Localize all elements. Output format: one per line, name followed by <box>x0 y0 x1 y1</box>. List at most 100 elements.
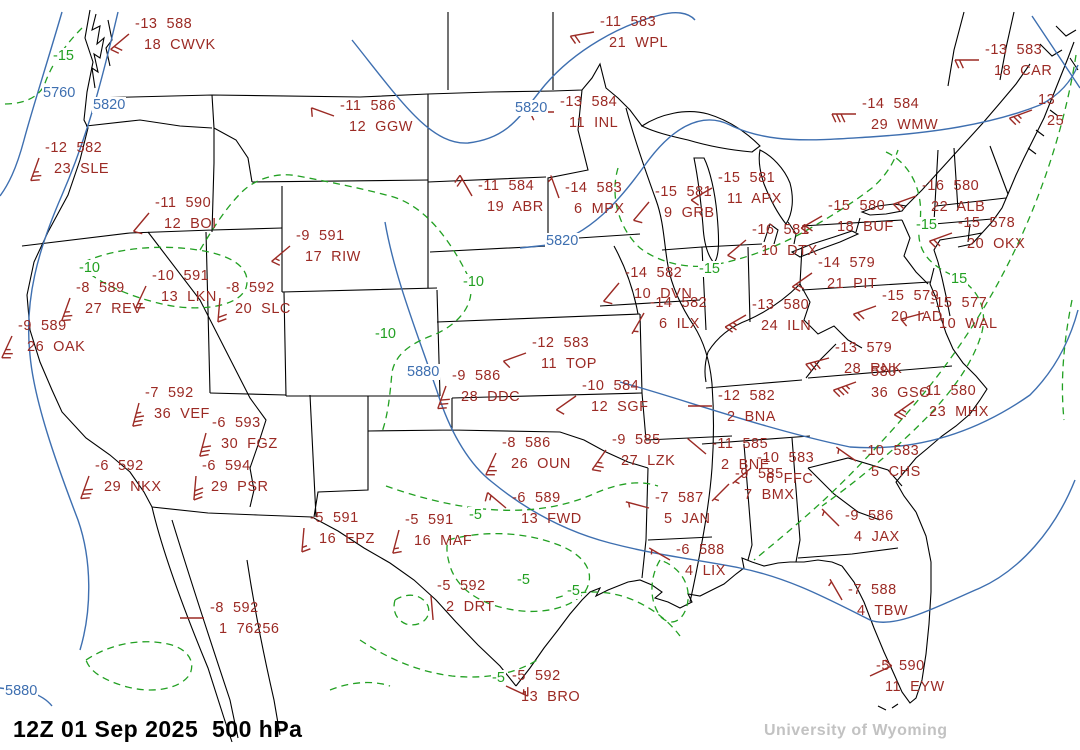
station-plot: 13 25 <box>1038 90 1073 132</box>
wind-barb-icon <box>1009 109 1033 119</box>
station-wind-id: 20 OKX <box>967 236 1026 252</box>
station-plot: -13 588 18 CWVK <box>135 14 216 56</box>
wind-barb-icon <box>1013 116 1021 124</box>
wind-barb-icon <box>555 395 577 411</box>
station-plot: -16 581 10 DTX <box>752 220 818 262</box>
station-plot: -7 592 36 VEF <box>145 383 210 425</box>
wind-barb-icon <box>83 488 93 491</box>
wind-barb-icon <box>821 510 825 517</box>
station-plot: -15 580 18 BUF <box>828 196 894 238</box>
station-plot: -10 591 13 LKN <box>152 266 217 308</box>
wind-barb-icon <box>32 174 42 178</box>
height-contours <box>0 11 1080 707</box>
wind-barb-icon <box>821 508 840 527</box>
wind-barb-icon <box>193 475 197 500</box>
wind-barb-icon <box>597 461 603 464</box>
wind-barb-icon <box>603 300 613 305</box>
height-contour-label: 5820 <box>545 233 580 249</box>
wind-barb-icon <box>633 201 650 221</box>
wind-barb-icon <box>897 411 907 418</box>
station-wind-id: 2 BNA <box>727 409 776 425</box>
station-wind-id: 10 DTX <box>761 243 818 259</box>
station-temp-height: -15 581 <box>655 184 713 200</box>
wind-barb-icon <box>958 59 964 69</box>
station-wind-id: 18 CAR <box>994 63 1053 79</box>
wind-barb-icon <box>933 239 941 247</box>
station-wind-id: 1 76256 <box>219 621 280 637</box>
station-plot: -5 591 16 EPZ <box>310 508 375 550</box>
wind-barb-icon <box>884 659 893 667</box>
wind-barb-icon <box>929 232 953 242</box>
station-wind-id: 28 DDC <box>461 389 521 405</box>
station-plot: -10 583 6 FFC <box>757 448 814 490</box>
station-plot: -14 579 21 PIT <box>818 253 877 295</box>
wind-barb-icon <box>631 312 645 335</box>
station-wind-id: 25 <box>1047 113 1074 129</box>
wind-barb-icon <box>271 260 281 266</box>
wind-barb-icon <box>900 318 908 327</box>
wind-barb-icon <box>837 448 840 455</box>
wind-barb-icon <box>732 321 738 326</box>
wind-barb-icon <box>869 665 893 677</box>
wind-barb-icon <box>555 409 565 415</box>
wind-barb-icon <box>569 35 577 44</box>
station-wind-id: 6 ILX <box>659 316 700 332</box>
station-temp-height: -10 584 <box>582 378 640 394</box>
station-temp-height: -11 590 <box>155 195 212 211</box>
temp-contour-label: -10 <box>462 274 485 290</box>
wind-barb-icon <box>727 254 737 260</box>
station-plot: -13 583 18 CAR <box>985 40 1052 82</box>
wind-barb-icon <box>274 257 280 262</box>
station-plot: -10 583 5 CHS <box>862 441 921 483</box>
wind-barb-icon <box>841 386 849 394</box>
wind-barb-icon <box>831 113 837 123</box>
station-temp-height: -6 588 <box>676 542 725 558</box>
station-wind-id: 23 SLE <box>54 161 110 177</box>
wind-barb-icon <box>592 468 602 472</box>
station-temp-height: -5 591 <box>310 510 359 526</box>
station-plot: -10 584 12 SGF <box>582 376 649 418</box>
wind-barb-icon <box>795 283 805 290</box>
wind-barb-icon <box>574 34 581 44</box>
station-temp-height: -9 589 <box>18 318 67 334</box>
station-temp-height: 13 <box>1038 92 1065 108</box>
station-plot: -16 580 22 ALB <box>922 176 985 218</box>
station-wind-id: 13 FWD <box>521 511 582 527</box>
station-temp-height: -8 589 <box>76 280 125 296</box>
wind-barb-icon <box>484 492 489 502</box>
station-temp-height: -10 583 <box>757 450 815 466</box>
wind-barb-icon <box>687 438 707 455</box>
station-wind-id: 20 SLC <box>235 301 291 317</box>
wind-barb-icon <box>728 324 737 331</box>
station-wind-id: 11 INL <box>569 115 619 131</box>
map-title: 12Z 01 Sep 2025 500 hPa <box>13 716 303 742</box>
station-temp-height: -11 586 <box>340 98 397 114</box>
station-plot: -15 581 9 GRB <box>655 182 715 224</box>
station-wind-id: 16 EPZ <box>319 531 375 547</box>
station-wind-id: 36 GSO <box>871 385 931 401</box>
station-temp-height: -12 582 <box>718 388 776 404</box>
station-plot: -6 593 30 FGZ <box>212 413 278 455</box>
station-plot: -14 582 6 ILX <box>650 293 707 335</box>
station-plot: -15 578 20 OKX <box>958 213 1025 255</box>
wind-barb-icon <box>690 187 713 201</box>
station-temp-height: -9 591 <box>296 228 345 244</box>
wind-barb-icon <box>132 402 140 427</box>
station-wind-id: 27 LZK <box>621 453 676 469</box>
wind-barb-icon <box>218 313 227 319</box>
station-wind-id: 6 MPX <box>574 201 625 217</box>
station-temp-height: -6 593 <box>212 415 261 431</box>
station-temp-height: -15 581 <box>718 170 776 186</box>
wind-barb-icon <box>893 414 903 420</box>
wind-barb-icon <box>1017 114 1022 120</box>
station-plot: -8 589 27 REV <box>76 278 143 320</box>
station-temp-height: -10 591 <box>152 268 210 284</box>
wind-barb-icon <box>928 240 937 249</box>
wind-barb-icon <box>440 398 450 401</box>
station-plot: -13 584 11 INL <box>560 92 618 134</box>
station-wind-id: 23 MHX <box>929 404 989 420</box>
temp-contour-label: -15 <box>52 48 75 64</box>
wind-barb-icon <box>311 107 335 117</box>
station-temp-height: -5 590 <box>876 658 925 674</box>
wind-barb-icon <box>724 326 733 333</box>
